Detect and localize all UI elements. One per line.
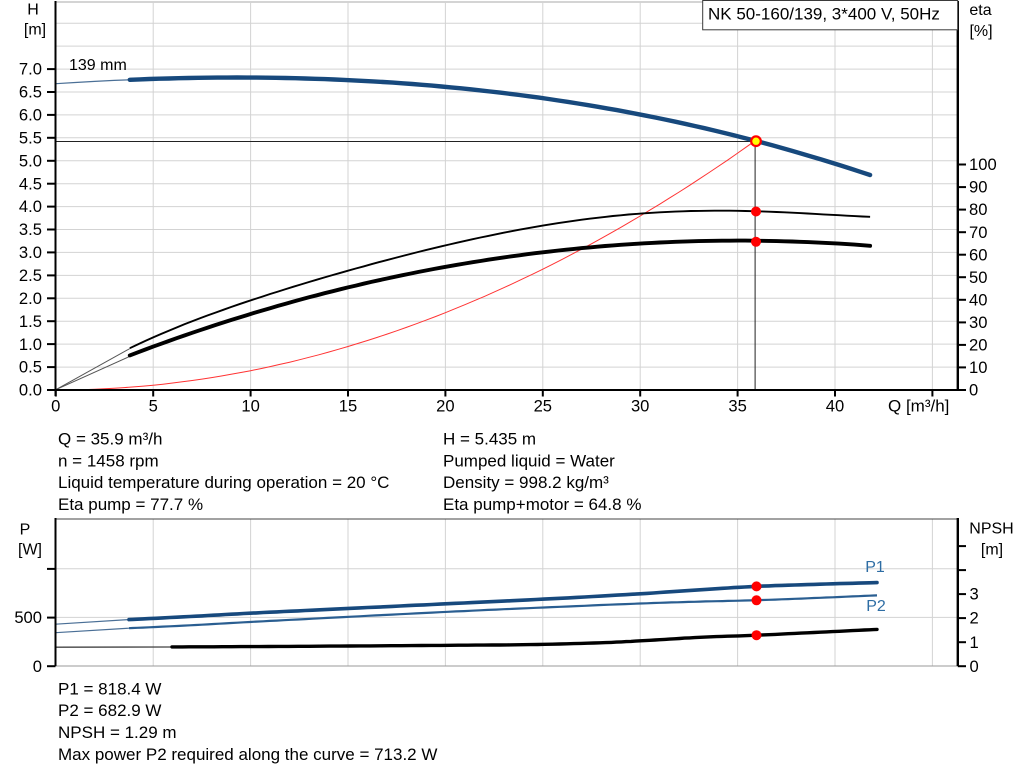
svg-text:1.5: 1.5 — [19, 312, 42, 331]
svg-text:500: 500 — [14, 608, 42, 627]
svg-text:40: 40 — [826, 397, 844, 416]
svg-text:Density = 998.2 kg/m³: Density = 998.2 kg/m³ — [443, 473, 609, 492]
svg-text:20: 20 — [969, 336, 987, 355]
svg-text:0: 0 — [51, 397, 60, 416]
svg-text:Pumped liquid = Water: Pumped liquid = Water — [443, 451, 615, 470]
svg-text:0: 0 — [33, 657, 42, 676]
svg-text:30: 30 — [969, 313, 987, 332]
svg-text:NK 50-160/139, 3*400 V, 50Hz: NK 50-160/139, 3*400 V, 50Hz — [708, 5, 940, 24]
svg-text:35: 35 — [728, 397, 746, 416]
svg-text:NPSH: NPSH — [969, 521, 1013, 538]
svg-text:10: 10 — [241, 397, 259, 416]
svg-text:60: 60 — [969, 245, 987, 264]
svg-text:4.0: 4.0 — [19, 197, 42, 216]
svg-text:[W]: [W] — [18, 542, 42, 559]
svg-text:0.5: 0.5 — [19, 358, 42, 377]
svg-text:1: 1 — [970, 633, 979, 652]
svg-text:10: 10 — [969, 358, 987, 377]
svg-text:5.5: 5.5 — [19, 128, 42, 147]
svg-text:6.0: 6.0 — [19, 106, 42, 125]
svg-text:Eta pump+motor = 64.8 %: Eta pump+motor = 64.8 % — [443, 495, 641, 514]
svg-text:1.0: 1.0 — [19, 335, 42, 354]
svg-text:30: 30 — [631, 397, 649, 416]
svg-text:eta: eta — [969, 2, 991, 19]
svg-text:Q = 35.9 m³/h: Q = 35.9 m³/h — [58, 429, 162, 448]
svg-text:139 mm: 139 mm — [69, 57, 127, 74]
svg-text:20: 20 — [436, 397, 454, 416]
svg-text:n = 1458 rpm: n = 1458 rpm — [58, 451, 159, 470]
svg-text:Q [m³/h]: Q [m³/h] — [888, 397, 949, 416]
svg-text:3.5: 3.5 — [19, 220, 42, 239]
svg-text:80: 80 — [969, 200, 987, 219]
svg-text:15: 15 — [339, 397, 357, 416]
svg-text:P2 = 682.9 W: P2 = 682.9 W — [58, 701, 161, 720]
svg-text:Eta pump = 77.7 %: Eta pump = 77.7 % — [58, 495, 203, 514]
svg-text:50: 50 — [969, 268, 987, 287]
svg-text:70: 70 — [969, 223, 987, 242]
svg-text:2: 2 — [970, 609, 979, 628]
svg-text:P: P — [20, 522, 31, 539]
svg-text:90: 90 — [969, 178, 987, 197]
svg-text:100: 100 — [969, 155, 997, 174]
svg-text:3: 3 — [970, 585, 979, 604]
svg-text:0: 0 — [969, 381, 978, 400]
svg-text:40: 40 — [969, 290, 987, 309]
svg-text:NPSH = 1.29 m: NPSH = 1.29 m — [58, 723, 177, 742]
svg-text:H = 5.435 m: H = 5.435 m — [443, 429, 536, 448]
svg-text:Liquid temperature during oper: Liquid temperature during operation = 20… — [58, 473, 389, 492]
svg-text:Max power P2 required along th: Max power P2 required along the curve = … — [58, 745, 437, 764]
svg-text:[%]: [%] — [969, 23, 992, 40]
svg-text:[m]: [m] — [981, 541, 1003, 558]
svg-text:6.5: 6.5 — [19, 83, 42, 102]
svg-text:25: 25 — [534, 397, 552, 416]
svg-text:3.0: 3.0 — [19, 243, 42, 262]
svg-text:7.0: 7.0 — [19, 60, 42, 79]
svg-text:0: 0 — [970, 657, 979, 676]
svg-text:H: H — [27, 2, 39, 19]
svg-text:P1 = 818.4 W: P1 = 818.4 W — [58, 679, 161, 698]
svg-text:2.0: 2.0 — [19, 289, 42, 308]
svg-text:4.5: 4.5 — [19, 174, 42, 193]
svg-text:P2: P2 — [866, 598, 886, 615]
svg-text:0.0: 0.0 — [19, 381, 42, 400]
svg-text:5: 5 — [149, 397, 158, 416]
svg-text:2.5: 2.5 — [19, 266, 42, 285]
svg-text:P1: P1 — [865, 559, 885, 576]
svg-text:5.0: 5.0 — [19, 151, 42, 170]
svg-text:[m]: [m] — [24, 22, 46, 39]
